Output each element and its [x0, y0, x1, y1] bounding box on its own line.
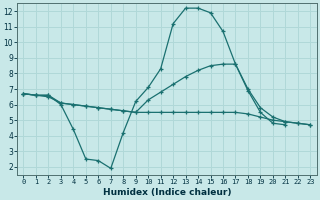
X-axis label: Humidex (Indice chaleur): Humidex (Indice chaleur) — [103, 188, 231, 197]
